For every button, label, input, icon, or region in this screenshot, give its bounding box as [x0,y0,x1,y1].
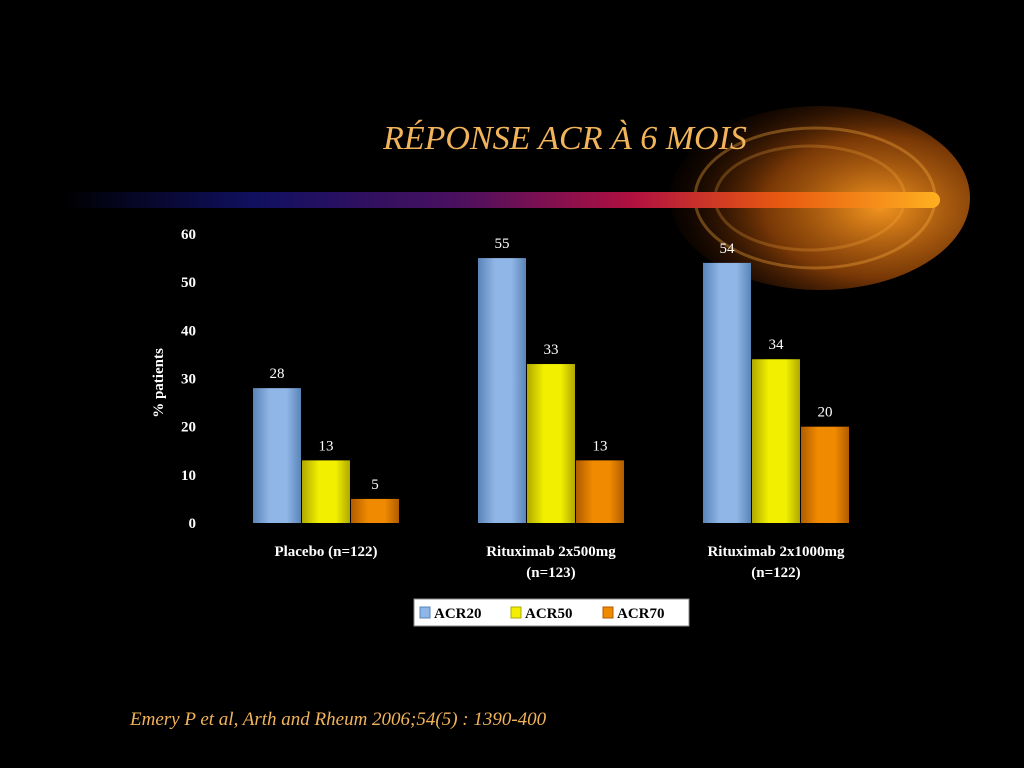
bar-acr70 [576,460,624,523]
y-tick-label: 30 [181,372,196,388]
data-label: 54 [720,241,736,257]
category-label: Rituximab 2x500mg [486,544,616,560]
bar-acr50 [527,364,575,523]
citation: Emery P et al, Arth and Rheum 2006;54(5)… [130,709,547,730]
data-label: 5 [371,477,379,493]
bar-acr50 [752,359,800,523]
bar-acr50 [302,460,350,523]
data-label: 55 [495,236,510,252]
slide-title: RÉPONSE ACR À 6 MOIS [383,120,747,157]
category-label: Rituximab 2x1000mg [707,544,845,560]
data-label: 28 [270,366,285,382]
bar-acr20 [253,388,301,523]
category-label: Placebo (n=122) [274,544,377,560]
legend-swatch-acr50 [510,606,522,619]
y-tick-label: 20 [181,420,196,436]
gradient-beam [60,192,940,208]
y-axis-label: % patients [151,348,167,418]
legend-swatch-acr70 [602,606,614,619]
bar-acr20 [703,262,751,523]
legend-label: ACR20 [434,606,482,622]
y-tick-label: 60 [181,227,196,243]
data-label: 33 [544,342,559,358]
category-label: (n=123) [526,565,575,581]
y-tick-label: 10 [181,468,196,484]
bar-acr70 [351,498,399,523]
data-label: 13 [319,438,334,454]
legend-swatch-acr20 [419,606,431,619]
y-tick-label: 50 [181,275,196,291]
legend-box [413,598,690,627]
category-label: (n=122) [751,565,800,581]
y-tick-label: 40 [181,323,196,339]
legend-label: ACR70 [617,606,665,622]
data-label: 34 [769,337,785,353]
data-label: 20 [818,405,833,421]
y-tick-label: 0 [189,516,197,532]
data-label: 13 [593,438,608,454]
bar-acr20 [478,258,526,523]
bar-acr70 [801,426,849,523]
legend-label: ACR50 [525,606,573,622]
